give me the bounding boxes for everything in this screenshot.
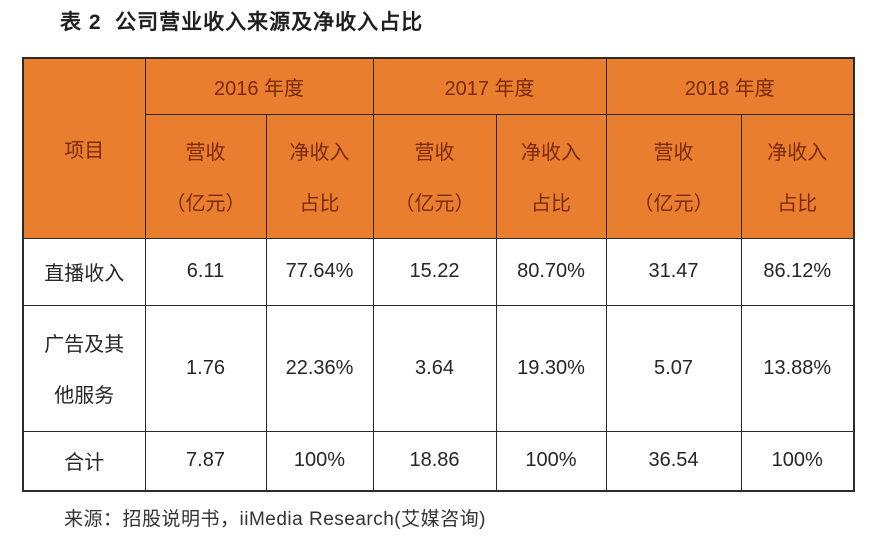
header-revenue-2018: 营收 （亿元） [605,113,742,239]
source-note: 来源：招股说明书，iiMedia Research(艾媒咨询) [64,509,486,530]
row-label-ads-other: 广告及其 他服务 [22,304,146,432]
header-share-line2: 占比 [777,192,818,215]
header-share-line1: 净收入 [521,142,581,165]
two-line-header: 营收 （亿元） [607,115,741,237]
cell-2018-share: 100% [740,430,855,492]
cell-2017-share: 80.70% [495,237,607,306]
cell-2016-share: 100% [265,430,374,492]
header-share-2018: 净收入 占比 [740,113,855,239]
header-share-2017: 净收入 占比 [495,113,607,239]
cell-2018-revenue: 31.47 [605,237,742,306]
cell-2016-share: 77.64% [265,237,374,306]
header-share-2016: 净收入 占比 [265,113,374,239]
two-line-label: 广告及其 他服务 [24,306,145,430]
header-revenue-line2: （亿元） [394,192,475,215]
header-year-row: 项目 2016 年度 2017 年度 2018 年度 [22,57,855,239]
header-revenue-line1: 营收 [653,142,694,165]
header-share-line2: 占比 [531,192,571,215]
revenue-table: 项目 2016 年度 2017 年度 2018 年度 营收 （亿元） 净收入 占… [22,57,855,492]
header-sub-row: 营收 （亿元） 净收入 占比 营收 （亿元） 净收入 占比 [23,113,855,239]
cell-2016-revenue: 6.11 [144,237,267,306]
cell-2018-share: 86.12% [740,237,855,306]
two-line-header: 营收 （亿元） [374,115,496,237]
header-revenue-line1: 营收 [185,142,226,165]
header-revenue-line1: 营收 [414,142,455,165]
row-label-total: 合计 [22,430,146,492]
header-revenue-line2: （亿元） [633,192,714,215]
row-label-line2: 他服务 [54,385,115,407]
header-share-line1: 净收入 [767,142,828,165]
cell-2018-revenue: 5.07 [605,304,742,432]
header-share-line1: 净收入 [289,142,350,165]
table-row-live-streaming: 直播收入 6.11 77.64% 15.22 80.70% 31.47 86.1… [22,237,855,306]
two-line-header: 净收入 占比 [497,115,606,237]
header-revenue-2016: 营收 （亿元） [144,113,267,239]
two-line-header: 净收入 占比 [267,115,373,237]
cell-2016-revenue: 7.87 [144,430,267,492]
cell-2017-revenue: 18.86 [372,430,497,492]
cell-2018-revenue: 36.54 [605,430,742,492]
table-row-total: 合计 7.87 100% 18.86 100% 36.54 100% [22,430,855,492]
two-line-header: 净收入 占比 [742,115,854,237]
row-label-live-streaming: 直播收入 [22,237,146,306]
cell-2017-revenue: 15.22 [372,237,497,306]
cell-2017-share: 19.30% [495,304,607,432]
header-revenue-line2: （亿元） [165,192,246,215]
cell-2017-revenue: 3.64 [372,304,497,432]
cell-2017-share: 100% [495,430,607,492]
header-item: 项目 [22,57,146,239]
cell-2018-share: 13.88% [740,304,855,432]
row-label-line1: 广告及其 [44,334,125,356]
header-year-2018: 2018 年度 [605,57,855,115]
table-title: 表 2 公司营业收入来源及净收入占比 [60,11,424,34]
header-year-2016: 2016 年度 [144,57,374,115]
header-revenue-2017: 营收 （亿元） [372,113,497,239]
two-line-header: 营收 （亿元） [146,115,266,237]
header-share-line2: 占比 [299,192,340,215]
cell-2016-share: 22.36% [265,304,374,432]
table-row-ads-other: 广告及其 他服务 1.76 22.36% 3.64 19.30% 5.07 13… [22,304,855,432]
cell-2016-revenue: 1.76 [144,304,267,432]
header-year-2017: 2017 年度 [372,57,607,115]
